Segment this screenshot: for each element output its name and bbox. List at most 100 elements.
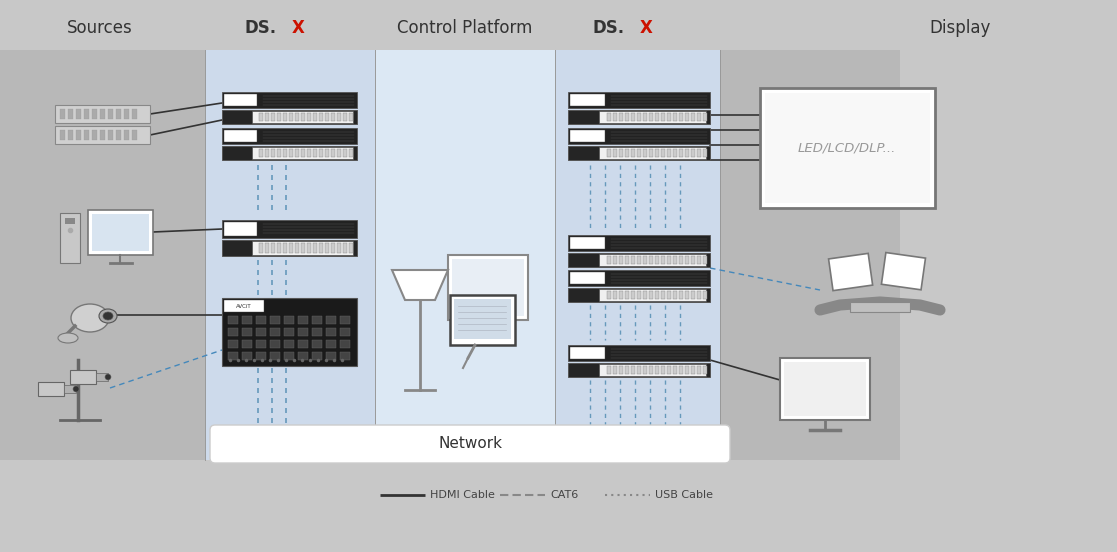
Bar [55,126,150,144]
Bar [225,94,257,106]
Bar [242,328,252,336]
Bar [251,147,353,159]
Bar [319,149,323,157]
Bar [703,149,707,157]
Bar [637,256,641,264]
Bar [222,110,357,124]
Bar [649,113,653,121]
Bar [242,352,252,360]
Bar [298,340,308,348]
Bar [613,113,617,121]
Bar [101,109,105,119]
Bar [619,113,623,121]
Bar [340,352,350,360]
Bar [569,146,710,160]
Text: HDMI Cable: HDMI Cable [430,490,495,500]
Bar [697,291,701,299]
Bar [222,92,357,108]
Bar [667,149,671,157]
Bar [92,214,149,251]
Bar [454,299,510,339]
Bar [326,316,336,324]
Bar [337,243,341,253]
Bar [256,340,266,348]
Bar [277,243,281,253]
Bar [84,130,89,140]
Bar [313,149,317,157]
Bar [691,149,695,157]
Bar [222,298,357,366]
Bar [284,328,294,336]
Bar [259,113,262,121]
Bar [300,113,305,121]
Ellipse shape [73,386,79,392]
Bar [613,149,617,157]
Bar [326,328,336,336]
Bar [343,113,347,121]
Bar [691,366,695,374]
Bar [760,88,935,208]
Bar [256,316,266,324]
Bar [307,113,311,121]
Bar [685,113,689,121]
Text: Control Platform: Control Platform [398,19,533,37]
Bar [312,316,322,324]
Bar [626,149,629,157]
Bar [312,352,322,360]
Bar [674,291,677,299]
Bar [569,92,710,108]
Bar [631,256,634,264]
Bar [697,366,701,374]
Bar [295,149,299,157]
Bar [661,256,665,264]
Bar [703,113,707,121]
Bar [697,113,701,121]
Bar [607,291,611,299]
Bar [68,109,73,119]
Bar [674,256,677,264]
Bar [661,113,665,121]
Bar [626,113,629,121]
Polygon shape [392,270,448,300]
Ellipse shape [103,312,113,320]
Bar [703,366,707,374]
Bar [450,295,515,345]
Bar [607,113,611,121]
Bar [313,243,317,253]
Bar [626,366,629,374]
Bar [691,291,695,299]
Bar [599,147,706,159]
Bar [765,93,930,203]
Bar [298,352,308,360]
Bar [703,256,707,264]
Bar [300,243,305,253]
Ellipse shape [58,333,78,343]
Bar [850,302,910,312]
Bar [340,328,350,336]
Bar [375,50,555,460]
Bar [295,113,299,121]
Bar [637,113,641,121]
Bar [667,291,671,299]
Bar [340,340,350,348]
Bar [70,370,96,384]
Bar [242,316,252,324]
Bar [271,149,275,157]
Bar [124,130,128,140]
Bar [607,256,611,264]
Bar [0,50,206,460]
Bar [60,109,65,119]
Bar [691,256,695,264]
Bar [613,256,617,264]
Bar [259,243,262,253]
Bar [599,111,706,123]
Bar [96,373,108,381]
Bar [228,352,238,360]
Bar [325,243,330,253]
Bar [222,220,357,238]
Bar [265,243,269,253]
Bar [101,130,105,140]
Bar [64,385,76,393]
Bar [251,111,353,123]
Bar [55,105,150,123]
